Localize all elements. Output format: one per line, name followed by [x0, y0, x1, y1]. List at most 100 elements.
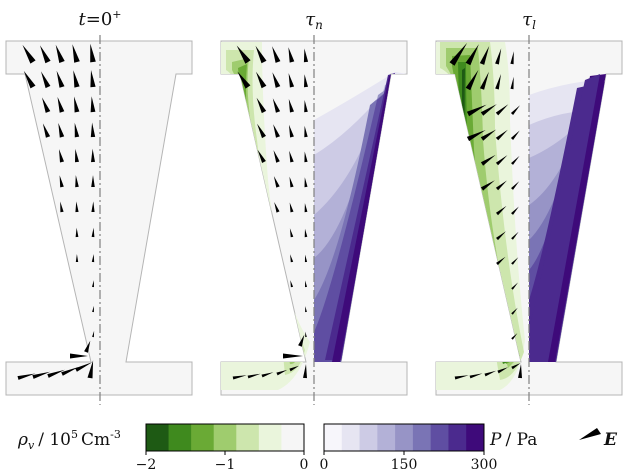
field-arrow	[257, 123, 266, 139]
field-arrow	[304, 151, 308, 163]
field-arrow	[510, 105, 520, 115]
colorbar-section: ρv/ 105 Cm-3 −2 −1 0 0 150 300 P / Pa E	[17, 423, 618, 473]
field-arrow	[75, 148, 79, 163]
field-arrow	[304, 177, 308, 188]
field-arrow	[304, 74, 308, 88]
field-arrow	[23, 70, 36, 89]
field-arrow	[237, 71, 251, 89]
charge-colorbar	[146, 424, 305, 451]
field-arrow	[495, 48, 502, 65]
field-arrow	[304, 100, 308, 113]
charge-colorbar-ticks: −2 −1 0	[136, 451, 309, 473]
field-arrow	[74, 122, 80, 138]
field-arrow	[511, 257, 519, 265]
field-arrow	[274, 202, 280, 213]
field-arrow	[75, 201, 79, 213]
panel-title-tau-l: τl	[522, 9, 536, 32]
field-arrow	[288, 73, 295, 88]
field-arrow	[511, 206, 519, 215]
field-arrow	[75, 227, 79, 238]
field-arrow	[92, 305, 94, 313]
field-arrow	[91, 201, 95, 212]
field-arrow	[303, 48, 309, 63]
pressure-colorbar-swatch	[341, 424, 360, 451]
field-arrow	[59, 175, 64, 188]
field-arrow	[303, 364, 307, 379]
field-arrow	[74, 96, 80, 113]
field-arrow	[454, 375, 469, 380]
field-arrow	[480, 180, 495, 191]
field-arrows	[232, 45, 309, 380]
field-arrow	[22, 44, 36, 64]
field-arrow	[289, 150, 294, 163]
field-arrow	[73, 70, 80, 88]
panel-tau-n	[220, 35, 408, 405]
field-arrow	[479, 71, 489, 90]
field-arrow	[288, 99, 294, 113]
domain-shape	[5, 40, 193, 396]
field-arrow	[56, 70, 65, 88]
field-arrow	[480, 129, 497, 141]
field-arrow	[91, 254, 95, 263]
field-arrow	[42, 123, 51, 138]
panel-title-initial: t=0+	[79, 8, 122, 30]
field-arrow	[272, 46, 281, 63]
charge-colorbar-swatch	[191, 424, 215, 451]
field-arrow	[480, 154, 496, 166]
field-arrow	[496, 256, 506, 266]
field-arrow	[290, 254, 294, 263]
charge-colorbar-swatch	[213, 424, 237, 451]
field-arrow	[305, 331, 307, 338]
field-arrow	[484, 370, 497, 377]
field-arrow	[304, 228, 308, 238]
field-arrow	[232, 375, 247, 380]
charge-colorbar-swatch	[168, 424, 192, 451]
field-arrow	[17, 373, 36, 380]
field-arrow	[90, 70, 96, 88]
field-arrow	[290, 280, 294, 288]
field-arrow	[466, 130, 486, 142]
panel-title-tau-n: τn	[305, 9, 323, 32]
field-arrows	[17, 43, 96, 380]
field-arrow	[276, 369, 288, 376]
field-arrow	[289, 365, 299, 372]
field-arrow	[449, 42, 468, 66]
field-arrow	[510, 130, 520, 140]
field-arrow	[510, 51, 514, 65]
panel-tau-l	[435, 35, 623, 405]
field-arrow	[469, 373, 483, 379]
pressure-tick-label: 0	[320, 457, 329, 473]
field-arrow	[465, 69, 479, 91]
field-arrow	[304, 254, 308, 263]
panel-initial	[5, 35, 193, 405]
field-arrow	[495, 155, 508, 166]
field-arrow	[289, 202, 294, 213]
charge-tick-label: 0	[300, 457, 309, 473]
field-arrow	[261, 372, 274, 378]
field-arrow	[466, 104, 487, 117]
field-arrow	[90, 96, 96, 113]
pressure-colorbar-swatch	[359, 424, 378, 451]
field-arrow	[465, 44, 479, 66]
charge-colorbar-swatch	[146, 424, 169, 451]
charge-tick-label: −1	[215, 457, 236, 473]
field-arrows	[449, 42, 522, 380]
field-arrow	[289, 124, 294, 138]
field-arrow	[84, 340, 91, 353]
field-arrow	[511, 363, 521, 370]
field-arrow	[57, 96, 65, 113]
field-arrow	[518, 364, 522, 379]
field-arrow	[511, 181, 520, 190]
charge-colorbar-swatch	[281, 424, 305, 451]
pressure-colorbar-swatch	[324, 424, 343, 451]
field-arrow	[257, 149, 266, 163]
field-arrow	[236, 45, 251, 64]
field-arrow	[92, 280, 94, 288]
pressure-colorbar-swatch	[412, 424, 432, 451]
field-arrow	[61, 367, 79, 376]
pressure-colorbar-swatch	[466, 424, 485, 451]
pressure-colorbar-label: P / Pa	[489, 430, 537, 450]
field-arrow	[255, 45, 267, 64]
field-arrow	[72, 44, 80, 63]
